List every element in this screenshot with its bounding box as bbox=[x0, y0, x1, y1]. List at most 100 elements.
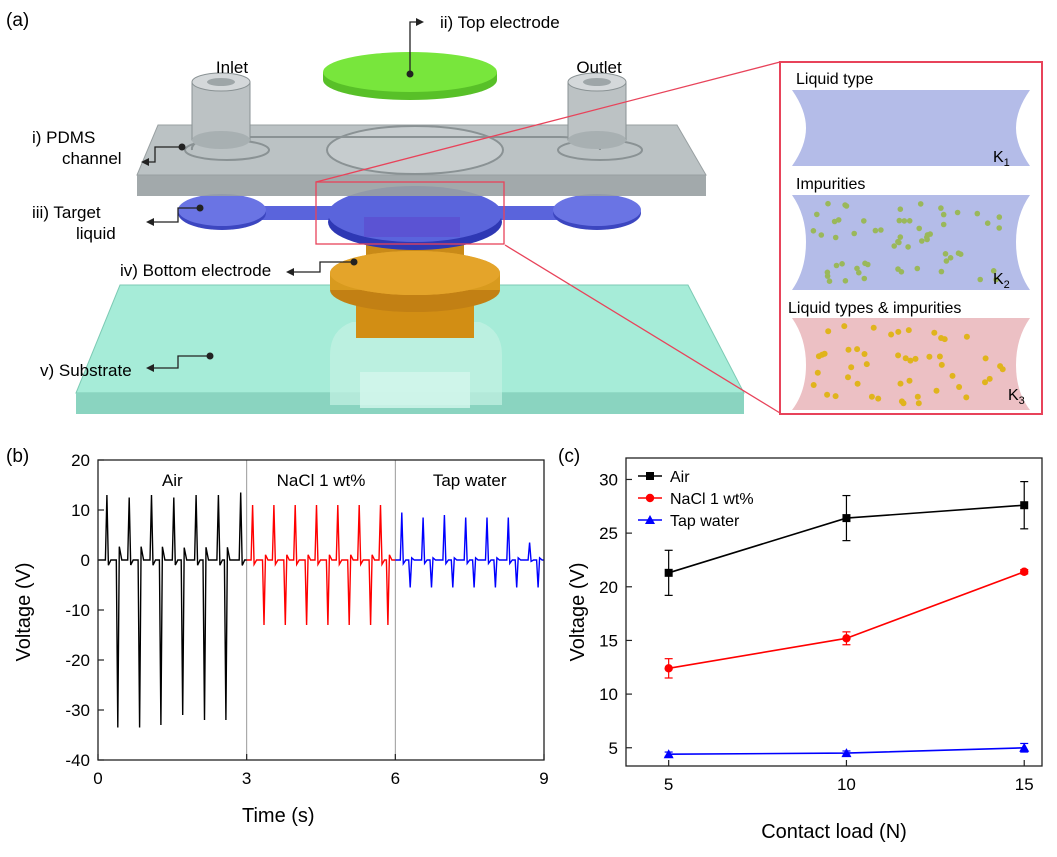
pdms-leader bbox=[141, 146, 182, 166]
impurity-dot bbox=[818, 232, 825, 238]
marker-circle bbox=[1020, 567, 1029, 576]
impurity-dot bbox=[895, 352, 902, 359]
impurity-dot bbox=[982, 379, 988, 386]
series-line-0 bbox=[98, 492, 247, 728]
impurity-dot bbox=[919, 238, 925, 244]
marker-triangle bbox=[645, 515, 655, 524]
chart-c-xlabel: Contact load (N) bbox=[761, 821, 907, 843]
impurity-dot bbox=[863, 361, 870, 368]
target-label-1: iii) Target bbox=[32, 203, 101, 222]
target-liquid-layer bbox=[178, 186, 641, 250]
marker-square bbox=[842, 514, 851, 523]
impurity-dot bbox=[848, 364, 855, 371]
kappa-1: K1 bbox=[993, 149, 1010, 169]
impurity-dot bbox=[875, 395, 882, 402]
impurity-dot bbox=[895, 328, 902, 335]
top-electrode-leader bbox=[409, 18, 424, 74]
impurity-dot bbox=[878, 227, 884, 233]
impurities-channel bbox=[792, 195, 1030, 290]
marker-square bbox=[646, 472, 654, 480]
series-line-1 bbox=[668, 571, 1025, 670]
impurity-dot bbox=[810, 382, 817, 388]
impurity-dot bbox=[924, 236, 930, 243]
impurity-dot bbox=[943, 258, 950, 264]
panel-c: (c) 5 10 15 20 25 30 5 10 15 Air NaCl 1 wt% Tap wat… bbox=[558, 446, 1043, 843]
impurity-dot bbox=[845, 346, 852, 353]
impurity-dot bbox=[916, 225, 922, 232]
zoom-box bbox=[315, 181, 505, 245]
chart-b-frame bbox=[97, 459, 545, 761]
impurity-dot bbox=[839, 261, 845, 267]
impurity-dot bbox=[814, 211, 820, 218]
chart-c-frame bbox=[625, 457, 1043, 767]
y-tick-label: -40 bbox=[65, 751, 90, 770]
impurity-dot bbox=[891, 243, 897, 249]
marker-circle bbox=[664, 664, 673, 673]
impurity-dot bbox=[938, 361, 945, 368]
impurity-dot bbox=[997, 363, 1004, 370]
impurity-dot bbox=[982, 355, 989, 362]
impurity-dot bbox=[906, 377, 913, 384]
impurity-dot bbox=[824, 273, 831, 279]
impurity-dot bbox=[906, 218, 913, 224]
region-label: Tap water bbox=[433, 471, 507, 490]
impurity-dot bbox=[990, 268, 997, 274]
panel-b: (b) Air NaCl 1 wt% Tap water -40 -30 -20 -10 0 1… bbox=[6, 446, 549, 827]
substrate-leader bbox=[146, 355, 210, 372]
top-electrode-label: ii) Top electrode bbox=[440, 13, 560, 32]
impurity-dot bbox=[826, 278, 833, 285]
y-tick-label: -10 bbox=[65, 601, 90, 620]
liquid-type-label: Liquid type bbox=[796, 71, 873, 88]
impurity-dot bbox=[888, 331, 895, 338]
legend-label: NaCl 1 wt% bbox=[670, 491, 754, 508]
callouts bbox=[141, 18, 781, 414]
chart-b-ylabel: Voltage (V) bbox=[13, 563, 35, 662]
impurity-dot bbox=[938, 205, 944, 211]
impurity-dot bbox=[984, 220, 991, 226]
marker-triangle bbox=[841, 748, 852, 758]
impurity-dot bbox=[825, 200, 831, 207]
impurity-dot bbox=[842, 278, 849, 284]
x-tick-label: 10 bbox=[837, 775, 856, 794]
marker-circle bbox=[842, 634, 851, 643]
impurity-dot bbox=[996, 225, 1002, 231]
substrate-dot bbox=[206, 352, 214, 360]
inset-panel: Liquid type Impurities Liquid types & im… bbox=[779, 61, 1043, 415]
y-tick-label: -30 bbox=[65, 701, 90, 720]
y-tick-label: 20 bbox=[599, 578, 618, 597]
pdms-label-1: i) PDMS bbox=[32, 128, 95, 147]
impurity-dot bbox=[861, 351, 868, 357]
impurity-dot bbox=[917, 201, 924, 207]
impurity-dot bbox=[856, 269, 862, 276]
y-tick-label: 30 bbox=[599, 470, 618, 489]
outlet-label: Outlet bbox=[576, 58, 622, 77]
impurity-dot bbox=[912, 355, 919, 362]
bottom-electrode-layer bbox=[330, 238, 500, 338]
impurity-dot bbox=[862, 260, 868, 267]
x-tick-label: 3 bbox=[242, 769, 251, 788]
region-label: Air bbox=[162, 471, 183, 490]
impurity-dot bbox=[940, 211, 947, 218]
impurity-dot bbox=[955, 250, 962, 256]
impurity-dot bbox=[977, 276, 983, 283]
impurity-dot bbox=[814, 369, 821, 376]
impurity-dot bbox=[938, 268, 945, 275]
x-tick-label: 15 bbox=[1015, 775, 1034, 794]
impurity-dot bbox=[905, 244, 911, 250]
impurity-dot bbox=[897, 234, 904, 240]
impurity-dot bbox=[870, 324, 877, 331]
impurity-dot bbox=[947, 254, 954, 261]
bottom-electrode-label: iv) Bottom electrode bbox=[120, 261, 271, 280]
marker-circle bbox=[645, 493, 655, 503]
voltage-load-chart: 5 10 15 20 25 30 5 10 15 Air NaCl 1 wt% Tap water bbox=[599, 469, 1034, 794]
impurity-dot bbox=[825, 328, 832, 335]
marker-triangle bbox=[1019, 742, 1030, 752]
impurity-dot bbox=[993, 276, 999, 283]
impurity-dot bbox=[926, 353, 933, 360]
liquid-types-impurities-label: Liquid types & impurities bbox=[788, 300, 961, 317]
top-electrode-dot bbox=[406, 70, 414, 78]
pdms-channel-layer bbox=[136, 72, 707, 196]
impurity-dot bbox=[940, 221, 947, 228]
substrate-layer bbox=[75, 284, 745, 414]
impurity-dot bbox=[902, 355, 909, 362]
